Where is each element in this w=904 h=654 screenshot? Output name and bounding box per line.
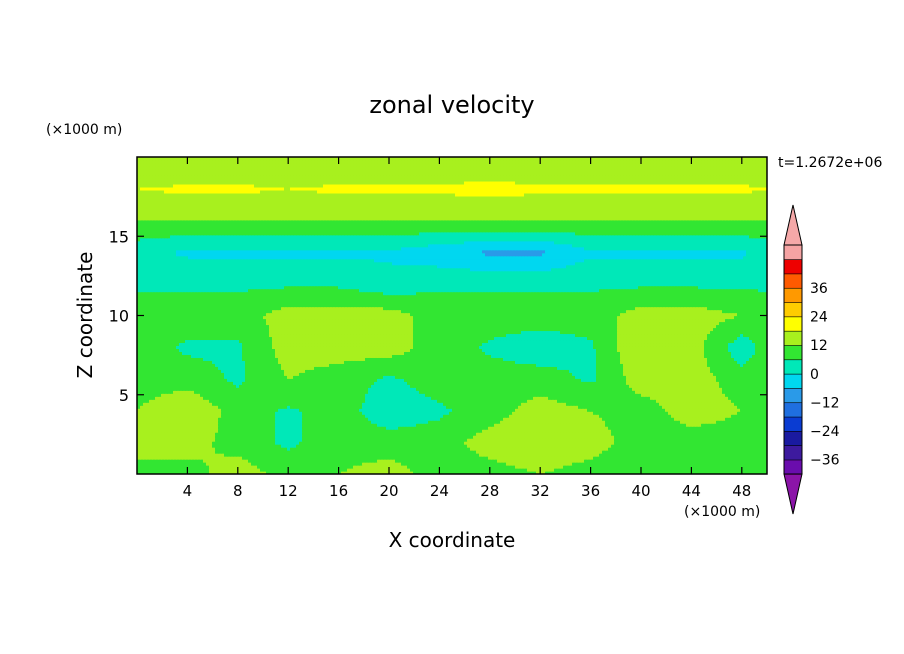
heatmap-field [137,157,768,475]
time-label: t=1.2672e+06 [778,155,882,171]
y-units-label: (×1000 m) [46,122,122,138]
chart-title: zonal velocity [369,91,534,119]
